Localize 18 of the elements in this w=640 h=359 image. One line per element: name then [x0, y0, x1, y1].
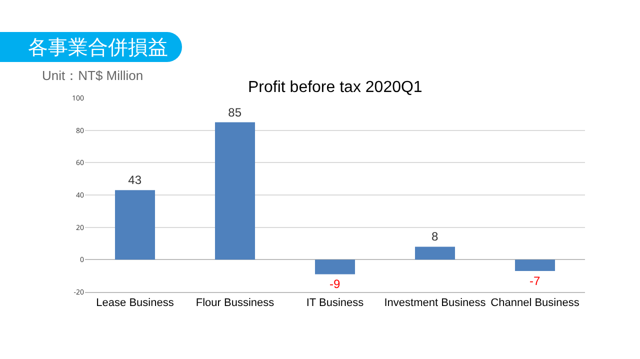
data-label: 8	[432, 230, 438, 244]
x-tick-label: Flour Bussiness	[196, 297, 275, 310]
chart-subtitle: Unit：NT$ Million	[42, 67, 144, 85]
x-tick-label: Channel Business	[490, 297, 580, 310]
x-tick-label: Investment Business	[384, 297, 486, 310]
data-label: 85	[228, 105, 242, 120]
x-tick-label: Lease Business	[96, 297, 174, 310]
bar	[515, 260, 555, 271]
bar	[115, 190, 155, 260]
data-label: -7	[530, 274, 540, 288]
x-tick-label: IT Business	[306, 297, 364, 310]
bar	[315, 260, 355, 274]
chart-title: 各事業合併損益	[0, 32, 182, 62]
data-label: -9	[330, 277, 340, 292]
text: Profit before tax 2020Q1	[248, 79, 422, 96]
bar	[415, 246, 455, 260]
bar	[215, 122, 255, 260]
data-label: 43	[128, 173, 142, 188]
